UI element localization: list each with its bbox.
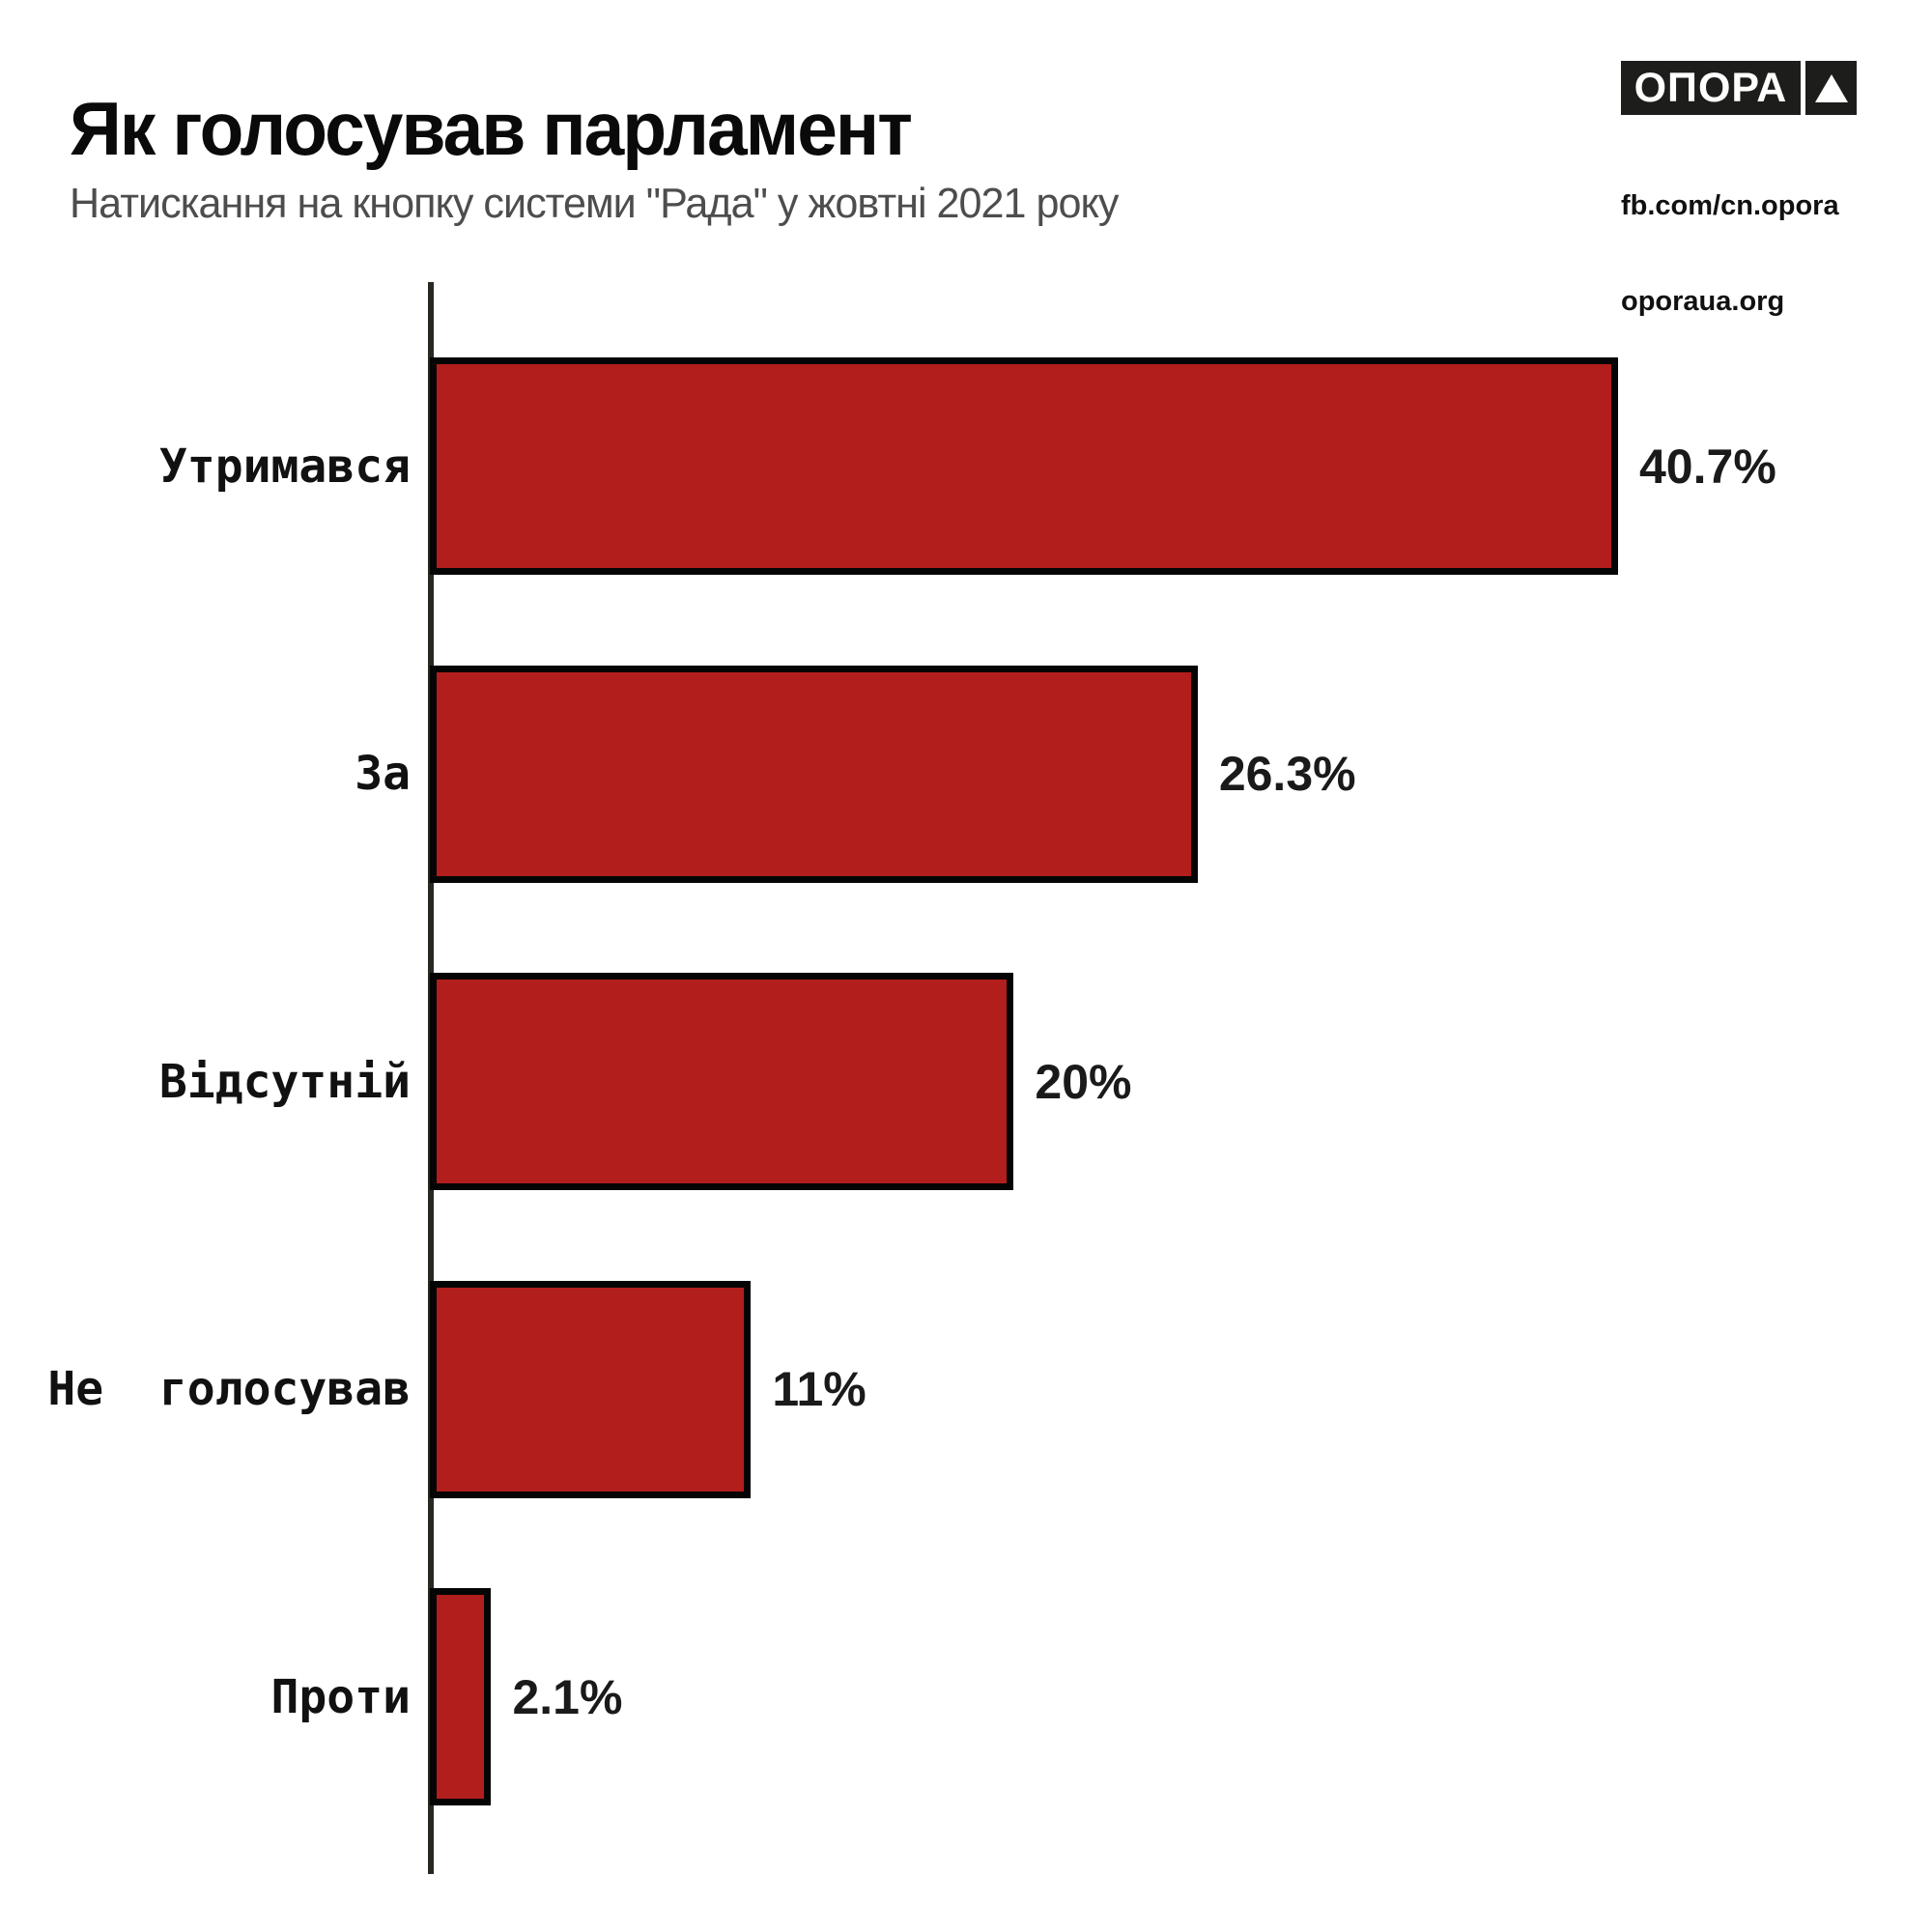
opora-logo-mark xyxy=(1805,61,1857,115)
page-title: Як голосував парламент xyxy=(70,86,913,171)
value-label: 40.7% xyxy=(1639,439,1776,494)
opora-logo: ОПОРА xyxy=(1621,61,1801,115)
category-label: Не голосував xyxy=(47,1362,411,1416)
bar-row: Відсутній 20% xyxy=(0,973,1932,1190)
page-subtitle: Натискання на кнопку системи "Рада" у жо… xyxy=(70,180,1119,227)
bar-row: Утримався 40.7% xyxy=(0,357,1932,575)
bar-row: Проти 2.1% xyxy=(0,1588,1932,1805)
bar xyxy=(430,357,1618,575)
bar xyxy=(430,1588,492,1805)
value-label: 26.3% xyxy=(1218,747,1356,801)
bar xyxy=(430,1280,752,1498)
opora-logo-text: ОПОРА xyxy=(1634,64,1788,111)
category-label: За xyxy=(355,747,411,801)
category-label: Проти xyxy=(270,1669,412,1724)
facebook-link: fb.com/cn.opora xyxy=(1621,190,1839,221)
bar xyxy=(430,665,1198,883)
value-label: 2.1% xyxy=(512,1669,623,1724)
value-label: 20% xyxy=(1035,1054,1132,1109)
bar-row: За 26.3% xyxy=(0,665,1932,883)
value-label: 11% xyxy=(772,1362,867,1416)
bar-row: Не голосував 11% xyxy=(0,1280,1932,1498)
bar xyxy=(430,973,1014,1190)
triangle-up-icon xyxy=(1814,73,1848,102)
logo-links: fb.com/cn.opora oporaua.org xyxy=(1621,127,1839,382)
category-label: Утримався xyxy=(158,439,411,494)
website-link: oporaua.org xyxy=(1621,286,1785,317)
category-label: Відсутній xyxy=(158,1054,411,1109)
